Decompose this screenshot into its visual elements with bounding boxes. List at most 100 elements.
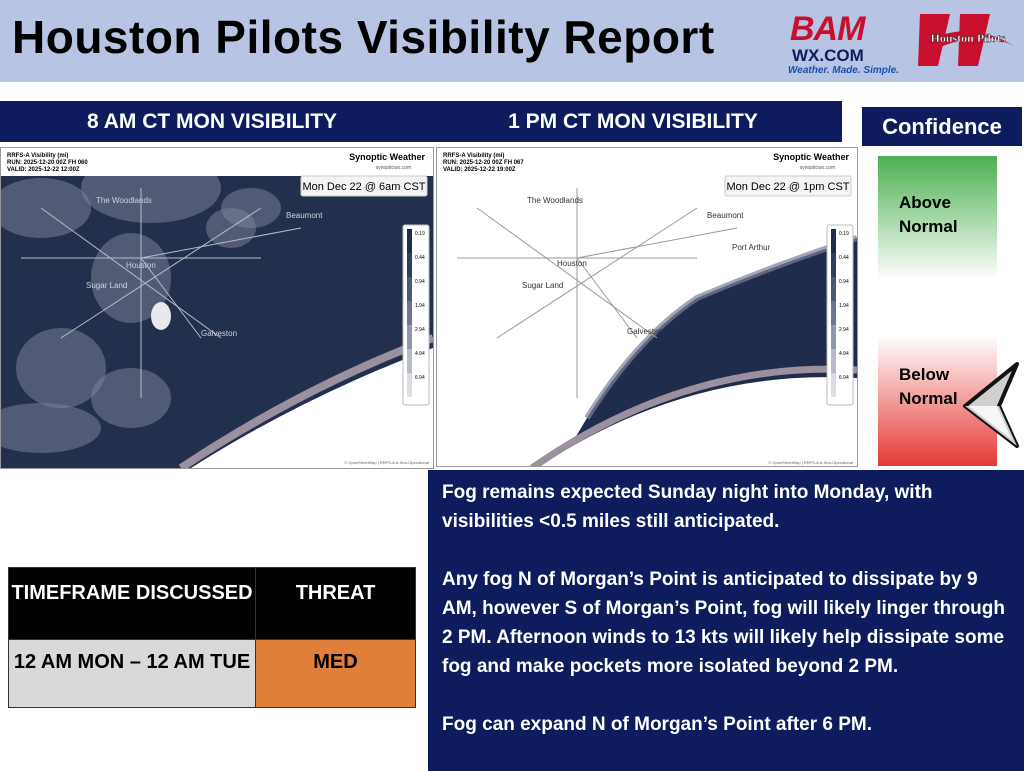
- logo-swoosh: [930, 31, 1014, 50]
- discussion-box: Fog remains expected Sunday night into M…: [428, 470, 1024, 771]
- fog-edge: [178, 334, 433, 468]
- map-brand: Synoptic Weather: [349, 152, 425, 162]
- road: [40, 207, 222, 339]
- legend-swatch: [407, 373, 412, 397]
- fog-blob: [221, 188, 281, 228]
- legend-label: 0.94: [839, 279, 849, 285]
- discussion-text: Fog remains expected Sunday night into M…: [442, 482, 933, 532]
- fog-blob: [91, 368, 171, 428]
- legend-swatch: [831, 253, 836, 277]
- city-label: Galveston: [627, 327, 663, 336]
- map-time: Mon Dec 22 @ 1pm CST: [726, 181, 849, 193]
- bam-mark: BAM: [790, 10, 865, 48]
- city-label: Galveston: [201, 329, 237, 338]
- fog-blob: [91, 233, 171, 323]
- map-brand: Synoptic Weather: [773, 152, 849, 162]
- legend-swatch: [407, 349, 412, 373]
- legend-label: 4.94: [839, 351, 849, 357]
- map-header: [1, 148, 433, 176]
- map-attribution: © OpenStreetMap | RRFS-A is Non-Operatio…: [344, 460, 429, 465]
- table-row: 12 AM MON – 12 AM TUE MED: [8, 639, 416, 708]
- timeframe-cell: 12 AM MON – 12 AM TUE: [8, 639, 256, 708]
- map: RRFS-A Visibility (mi)RUN: 2025-12-20 00…: [1, 148, 433, 468]
- legend-swatch: [407, 229, 412, 253]
- map-attribution: © OpenStreetMap | RRFS-A is Non-Operatio…: [768, 460, 853, 465]
- legend-label: 2.94: [839, 327, 849, 333]
- legend-label: 2.94: [415, 327, 425, 333]
- legend-label: 0.44: [415, 255, 425, 261]
- legend-swatch: [831, 349, 836, 373]
- legend-label: 0.94: [415, 279, 425, 285]
- legend-swatch: [407, 325, 412, 349]
- legend-label: 0.19: [839, 231, 849, 237]
- confidence-level: Above Normal: [899, 193, 958, 236]
- legend-swatch: [831, 229, 836, 253]
- confidence-arrow: [963, 362, 1019, 448]
- threat-table: TIMEFRAME DISCUSSED THREAT 12 AM MON – 1…: [8, 567, 416, 708]
- legend-label: 0.19: [415, 231, 425, 237]
- legend-label: 0.44: [839, 255, 849, 261]
- time-box: [724, 175, 852, 197]
- legend-label: 6.94: [415, 375, 425, 381]
- map-time: Mon Dec 22 @ 6am CST: [302, 181, 425, 193]
- legend-swatch: [831, 277, 836, 301]
- city-label: The Woodlands: [96, 196, 152, 205]
- road: [60, 207, 262, 339]
- arrow-shade: [965, 406, 1017, 446]
- city-label: The Woodlands: [527, 196, 583, 205]
- confidence-title: Confidence: [862, 107, 1022, 146]
- pilots-logo: Houston Pilots: [918, 14, 1014, 66]
- road: [476, 207, 658, 339]
- fog-blob: [1, 178, 91, 238]
- legend-swatch: [831, 301, 836, 325]
- legend-swatch: [407, 253, 412, 277]
- city-label: Sugar Land: [86, 281, 127, 290]
- road: [496, 207, 698, 339]
- city-label: Houston: [126, 261, 156, 270]
- legend-label: 4.94: [415, 351, 425, 357]
- map-valid: VALID: 2025-12-22 12:00Z: [7, 167, 80, 173]
- map-brand-url: synopticwx.com: [376, 165, 411, 171]
- road: [140, 227, 302, 259]
- city-label: Port Arthur: [732, 243, 771, 252]
- fog-blob: [16, 328, 106, 408]
- table-header: TIMEFRAME DISCUSSED THREAT: [8, 567, 416, 640]
- map-run: RUN: 2025-12-20 00Z FH 067: [443, 160, 524, 166]
- panel-title-bar: [0, 101, 842, 142]
- map-run: RUN: 2025-12-20 00Z FH 060: [7, 160, 88, 166]
- legend-swatch: [831, 373, 836, 397]
- legend-swatch: [407, 277, 412, 301]
- map-product: RRFS-A Visibility (mi): [7, 153, 68, 159]
- map-brand-url: synopticwx.com: [800, 165, 835, 171]
- city-label: Beaumont: [286, 211, 323, 220]
- map-title: 1 PM CT MON VISIBILITY: [508, 109, 758, 133]
- report-title: Houston Pilots Visibility Report: [12, 11, 715, 63]
- discussion-text: Fog can expand N of Morgan’s Point after…: [442, 714, 873, 735]
- logo-stroke: [958, 14, 990, 66]
- legend-swatch: [831, 325, 836, 349]
- map-valid: VALID: 2025-12-22 19:00Z: [443, 167, 516, 173]
- map-panel: RRFS-A Visibility (mi) RUN: 2025-12-20 00…: [0, 147, 434, 469]
- city-label: Sugar Land: [522, 281, 563, 290]
- map-panel: RRFS-A Visibility (mi) RUN: 2025-12-20 00…: [436, 147, 858, 467]
- map-header: [437, 148, 857, 176]
- map-product: RRFS-A Visibility (mi): [443, 153, 504, 159]
- clear-zone: [540, 377, 857, 466]
- map-title: 8 AM CT MON VISIBILITY: [86, 109, 338, 133]
- header-band: [0, 0, 1024, 82]
- bam-logo: BAM WX.COM Weather. Made. Simple.: [786, 10, 906, 78]
- road: [140, 257, 202, 339]
- clear-spot: [151, 302, 171, 330]
- discussion-text: Any fog N of Morgan’s Point is anticipat…: [442, 569, 1005, 677]
- threat-cell: MED: [255, 639, 416, 708]
- fog-edge: [529, 365, 857, 466]
- map: RRFS-A Visibility (mi)RUN: 2025-12-20 00…: [437, 148, 857, 466]
- legend-label: 1.94: [415, 303, 425, 309]
- header-cell: TIMEFRAME DISCUSSED: [8, 567, 256, 640]
- confidence-level: Below Normal: [899, 365, 958, 408]
- city-label: Houston: [557, 259, 587, 268]
- coast-band: [584, 235, 857, 420]
- legend-label: 1.94: [839, 303, 849, 309]
- legend-label: 6.94: [839, 375, 849, 381]
